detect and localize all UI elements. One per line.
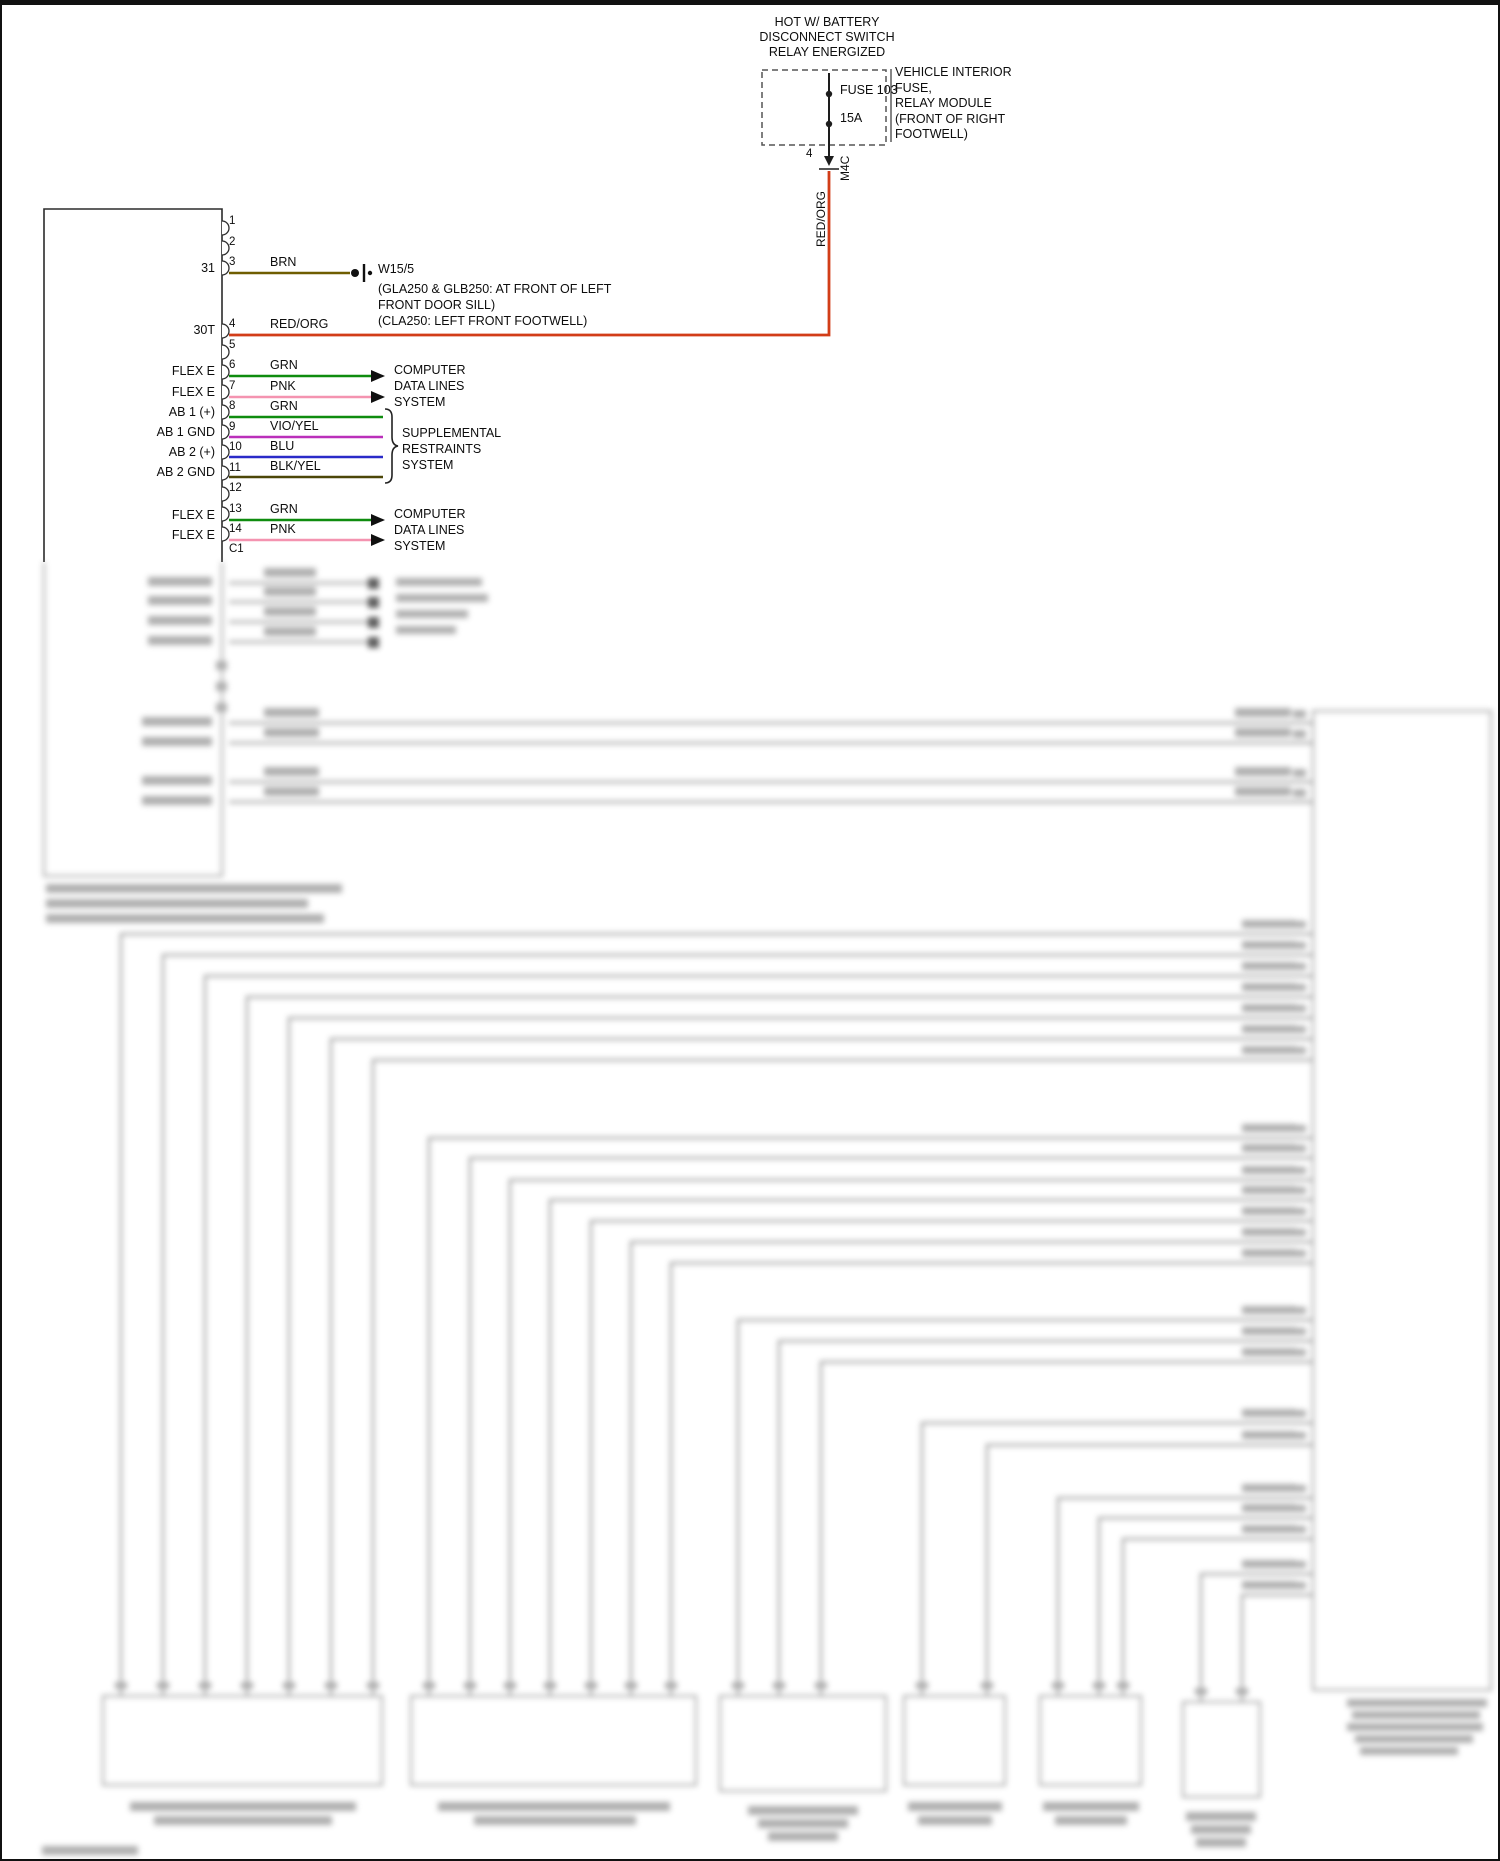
computer-data-lines-label-1: COMPUTER DATA LINES SYSTEM (394, 363, 466, 409)
fuse-rating-label: 15A (840, 111, 863, 125)
pin-number-11: 11 (229, 462, 241, 474)
wire-pin7-pnk (229, 391, 385, 403)
pin8-wire-color: GRN (270, 399, 298, 413)
pin14-circuit-label: FLEX E (171, 528, 215, 542)
pin-number-2: 2 (229, 236, 236, 248)
blurred-text-blobs (42, 568, 1487, 1855)
computer-data-lines-label-2: COMPUTER DATA LINES SYSTEM (394, 507, 466, 553)
pin-number-3: 3 (229, 256, 236, 268)
pin-number-9: 9 (229, 421, 236, 433)
blurred-lower-diagram (2, 5, 1498, 1859)
fuse-module-location-label: VEHICLE INTERIOR FUSE, RELAY MODULE (FRO… (895, 65, 1012, 141)
pin9-circuit-label: AB 1 GND (156, 425, 215, 439)
hot-feed-label: HOT W/ BATTERY DISCONNECT SWITCH RELAY E… (759, 15, 895, 59)
pin9-wire-color: VIO/YEL (270, 419, 319, 433)
wire-pin14-pnk (229, 534, 385, 546)
pin6-circuit-label: FLEX E (171, 364, 215, 378)
pin-number-13: 13 (229, 503, 242, 515)
pin11-circuit-label: AB 2 GND (156, 465, 215, 479)
fuse-module-dashed-box (761, 69, 892, 146)
pin-stubs (221, 220, 230, 542)
pin-number-5: 5 (229, 339, 236, 351)
pin-number-8: 8 (229, 400, 236, 412)
pin10-wire-color: BLU (270, 439, 295, 453)
pin8-circuit-label: AB 1 (+) (168, 405, 215, 419)
fuse-name-label: FUSE 103 (840, 83, 898, 97)
pin-number-14: 14 (229, 523, 242, 535)
blurred-diagram-svg (42, 562, 1492, 1855)
pin6-wire-color: GRN (270, 358, 298, 372)
ground-id-label: W15/5 (378, 262, 415, 276)
srs-brace (384, 408, 399, 484)
blurred-connector-squares (368, 578, 379, 648)
power-wire-red-org (229, 171, 831, 337)
pin-number-10: 10 (229, 441, 242, 453)
wire-pin13-grn (229, 514, 385, 526)
pin4-circuit-label: 30T (193, 323, 215, 337)
ground-location-notes: (GLA250 & GLB250: AT FRONT OF LEFT FRONT… (378, 282, 612, 328)
pin11-wire-color: BLK/YEL (270, 459, 321, 473)
connector-c1-label: C1 (229, 543, 244, 555)
supplemental-restraints-label: SUPPLEMENTAL RESTRAINTS SYSTEM (402, 426, 502, 472)
pin-number-7: 7 (229, 380, 236, 392)
pin14-wire-color: PNK (270, 522, 296, 536)
pin7-wire-color: PNK (270, 379, 296, 393)
pin-number-12: 12 (229, 482, 242, 494)
ground-symbol-w15-5 (351, 264, 373, 282)
wire-pin6-grn (229, 370, 385, 382)
pin-number-1: 1 (229, 215, 236, 227)
fuse-symbol (825, 73, 833, 145)
pin10-circuit-label: AB 2 (+) (168, 445, 215, 459)
pin7-circuit-label: FLEX E (171, 385, 215, 399)
wiring-diagram-svg (43, 69, 892, 562)
pin13-wire-color: GRN (270, 502, 298, 516)
pin13-circuit-label: FLEX E (171, 508, 215, 522)
pin3-circuit-label: 31 (201, 261, 215, 275)
blurred-wires (43, 562, 1492, 1798)
pin4-wire-color: RED/ORG (270, 317, 329, 331)
m4c-pin-number: 4 (806, 148, 813, 160)
connector-m4c-symbol (819, 145, 839, 170)
pin-number-6: 6 (229, 359, 236, 371)
pin3-wire-color: BRN (270, 255, 297, 269)
pin-number-4: 4 (229, 318, 236, 330)
